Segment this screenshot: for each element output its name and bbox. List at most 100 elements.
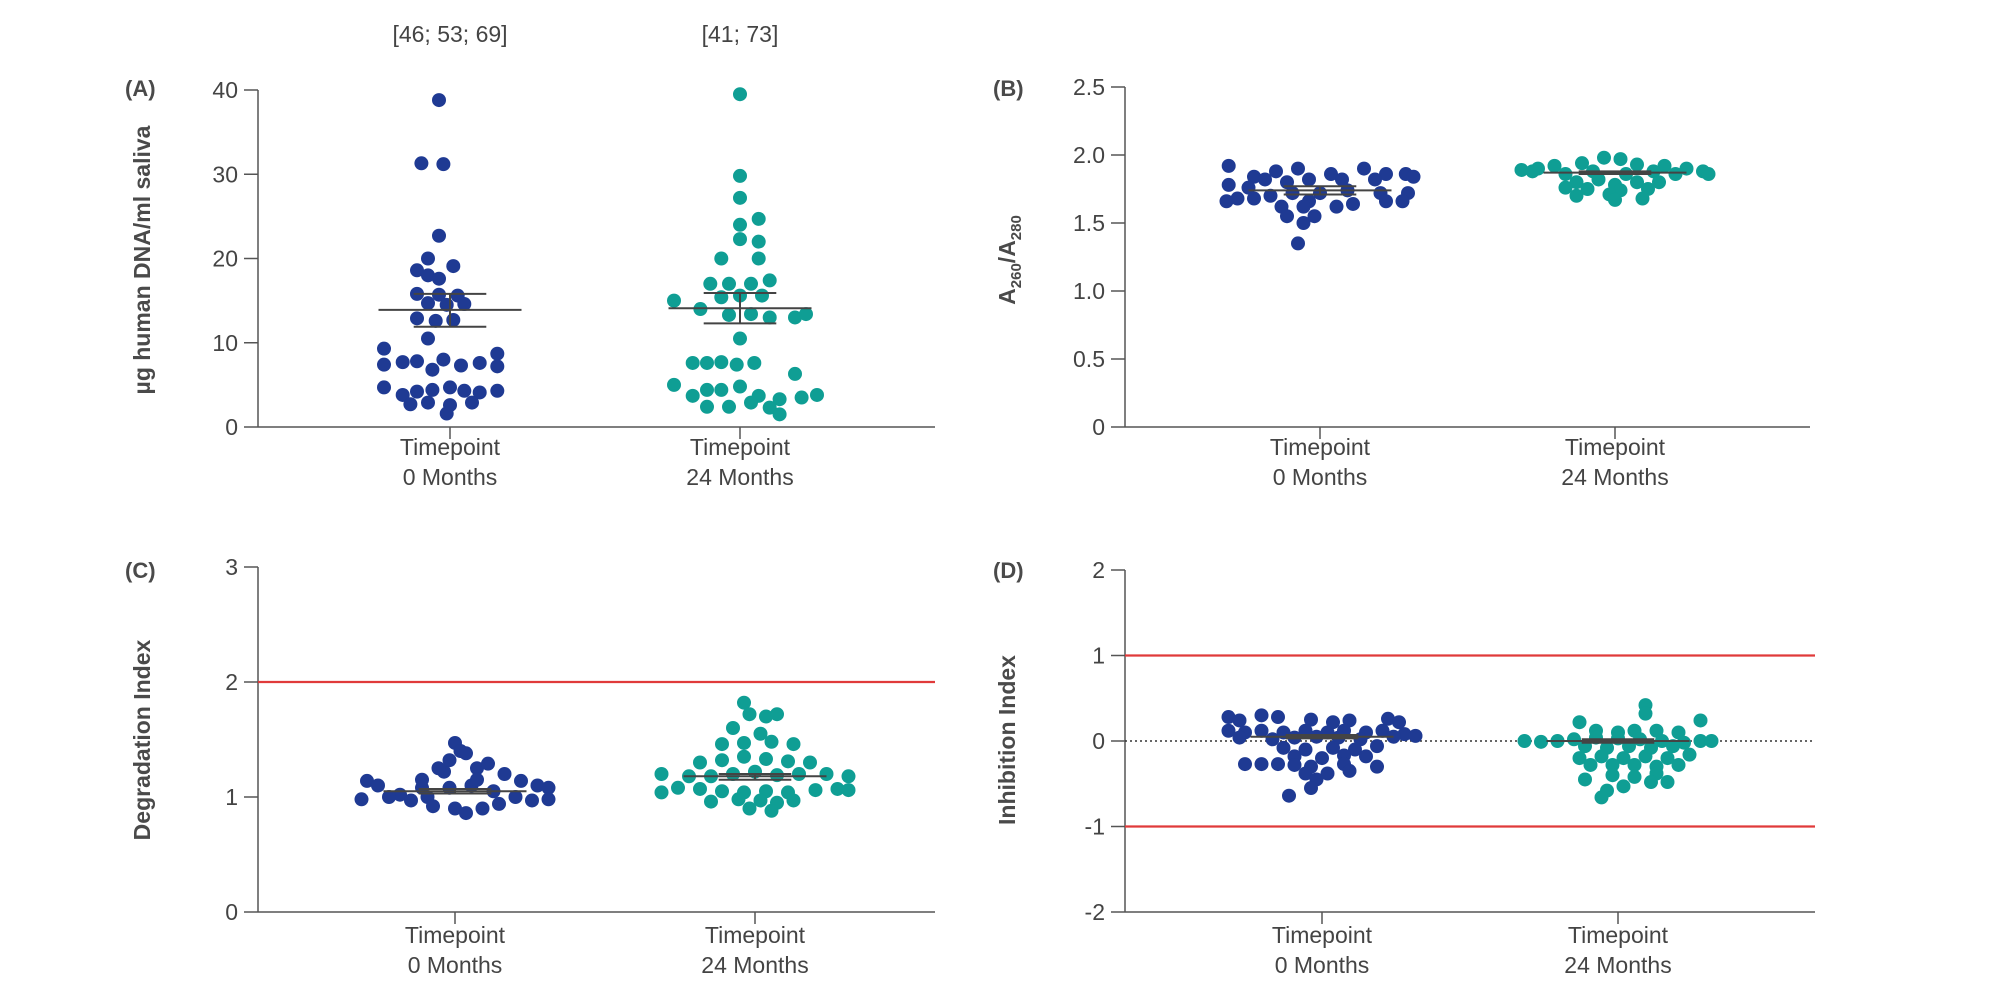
panel-3-data-point	[1572, 715, 1587, 730]
panel-2-label: (C)	[125, 558, 156, 583]
panel-0-data-point	[465, 395, 479, 410]
panel-0-data-point	[421, 268, 435, 283]
panel-2-data-point	[431, 761, 446, 776]
panel-0-data-point	[700, 382, 714, 397]
panel-3-data-point	[1627, 769, 1642, 784]
panel-0-data-point	[457, 296, 472, 311]
panel-0-data-point	[751, 211, 766, 226]
panel-0-data-point	[733, 190, 747, 205]
panel-0-data-point	[667, 377, 681, 392]
panel-2-data-point	[354, 792, 369, 807]
panel-3-data-point	[1320, 766, 1335, 781]
panel-1-data-point	[1406, 169, 1421, 184]
panel-1-data-point	[1569, 175, 1584, 190]
panel-0-data-point	[722, 276, 736, 291]
panel-0-data-point	[772, 407, 787, 422]
panel-0-data-point	[432, 228, 446, 243]
panel-2-data-point	[426, 799, 440, 814]
panel-1-data-point	[1296, 216, 1311, 230]
panel-0-data-point	[395, 387, 410, 402]
panel-0-data-point	[410, 263, 424, 278]
panel-3-data-point	[1326, 715, 1340, 730]
panel-0-xtick-label: 24 Months	[686, 464, 793, 490]
panel-2-data-point	[759, 752, 773, 767]
panel-3-data-point	[1276, 740, 1291, 755]
panel-3-data-point	[1254, 757, 1269, 772]
panel-3-data-point	[1304, 712, 1318, 727]
panel-3-data-point	[1616, 779, 1631, 794]
panel-3-data-point	[1397, 727, 1412, 742]
panel-3-ylabel: Inhibition Index	[994, 655, 1020, 825]
panel-1-data-point	[1597, 150, 1611, 165]
panel-3-ytick-label: 1	[1092, 643, 1105, 669]
panel-0-data-point	[762, 310, 777, 325]
panel-2-data-point	[715, 753, 729, 768]
panel-0-data-point	[421, 251, 435, 266]
panel-1-data-point	[1558, 180, 1573, 195]
panel-0-data-point	[722, 399, 736, 414]
panel-2-data-point	[470, 761, 484, 776]
panel-1-ytick-label: 1.5	[1073, 210, 1105, 236]
panel-2-data-point	[759, 709, 773, 724]
panel-0-ytick-label: 30	[212, 161, 238, 187]
panel-2-data-point	[704, 794, 718, 809]
panel-0-data-point	[410, 384, 424, 399]
panel-1-xtick-label: Timepoint	[1270, 434, 1371, 460]
panel-0-data-point	[747, 355, 762, 370]
panel-3-label: (D)	[993, 558, 1024, 583]
panel-1-data-point	[1368, 172, 1382, 187]
panel-1-data-point	[1395, 194, 1410, 209]
panel-0-ytick-label: 10	[212, 330, 238, 356]
panel-2-data-point	[541, 792, 556, 807]
panel-1-data-point	[1335, 172, 1349, 187]
panel-1-data-point	[1263, 188, 1278, 203]
panel-3-data-point	[1381, 711, 1395, 726]
panel-2-data-point	[654, 767, 669, 781]
panel-1-label: (B)	[993, 76, 1024, 101]
panel-3-data-point	[1221, 710, 1236, 725]
panel-2-xtick-label: Timepoint	[705, 922, 806, 948]
panel-3-data-point	[1342, 763, 1357, 778]
panel-1-data-point	[1569, 188, 1584, 203]
panel-2-ytick-label: 1	[225, 784, 238, 810]
panel-3-data-point	[1660, 751, 1675, 766]
panel-0-data-point	[428, 313, 443, 328]
panel-3-data-point	[1704, 734, 1719, 748]
panel-2-data-point	[360, 773, 374, 788]
panel-0-data-point	[762, 273, 777, 288]
panel-0-data-point	[436, 157, 451, 172]
panel-2-data-point	[770, 707, 784, 722]
panel-0-data-point	[443, 380, 457, 395]
panel-3-xtick-label: 0 Months	[1275, 952, 1370, 978]
panel-0-data-point	[414, 156, 429, 171]
panel-2-ytick-label: 2	[225, 669, 238, 695]
panel-0-data-point	[395, 355, 410, 370]
panel-3-data-point	[1671, 757, 1686, 772]
panel-3-data-point	[1348, 742, 1362, 757]
panel-2-data-point	[830, 781, 845, 796]
panel-3-data-point	[1644, 775, 1658, 790]
panel-1-data-point	[1221, 158, 1236, 173]
panel-3-data-point	[1649, 723, 1664, 738]
panel-3-data-point	[1666, 739, 1680, 754]
panel-3-data-point	[1254, 723, 1269, 738]
panel-3-data-point	[1298, 742, 1313, 757]
panel-0-data-point	[472, 385, 487, 400]
panel-3-data-point	[1282, 788, 1296, 803]
panel-1-ytick-label: 2.5	[1073, 74, 1105, 100]
panel-0-data-point	[700, 355, 714, 370]
panel-2-data-point	[808, 783, 823, 798]
panel-3-data-point	[1572, 751, 1587, 766]
panel-1-data-point	[1291, 236, 1305, 251]
panel-3-data-point	[1638, 749, 1653, 764]
panel-3-xtick-label: 24 Months	[1564, 952, 1671, 978]
panel-2-ylabel: Degradation Index	[129, 639, 155, 840]
panel-1-xtick-label: 24 Months	[1561, 464, 1668, 490]
panel-1-data-point	[1575, 156, 1589, 171]
panel-3-data-point	[1265, 732, 1280, 747]
panel-3-data-point	[1682, 747, 1697, 762]
panel-3-xtick-label: Timepoint	[1568, 922, 1669, 948]
panel-0-data-point	[446, 313, 461, 328]
panel-1-data-point	[1379, 194, 1393, 209]
panel-2-data-point	[748, 764, 762, 779]
